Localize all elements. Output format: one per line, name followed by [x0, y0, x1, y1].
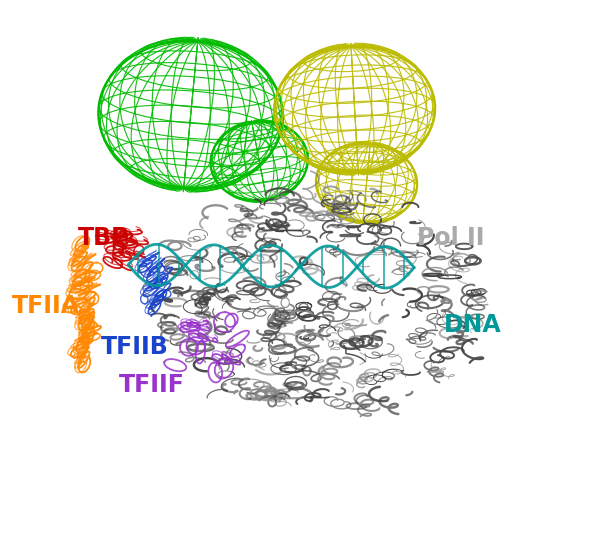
Text: TFIIB: TFIIB	[101, 335, 169, 359]
Text: Pol II: Pol II	[417, 225, 485, 250]
Text: TFIIA: TFIIA	[12, 294, 80, 318]
Text: TBP: TBP	[77, 225, 129, 250]
Text: TFIIF: TFIIF	[119, 373, 185, 397]
Text: DNA: DNA	[444, 313, 502, 337]
